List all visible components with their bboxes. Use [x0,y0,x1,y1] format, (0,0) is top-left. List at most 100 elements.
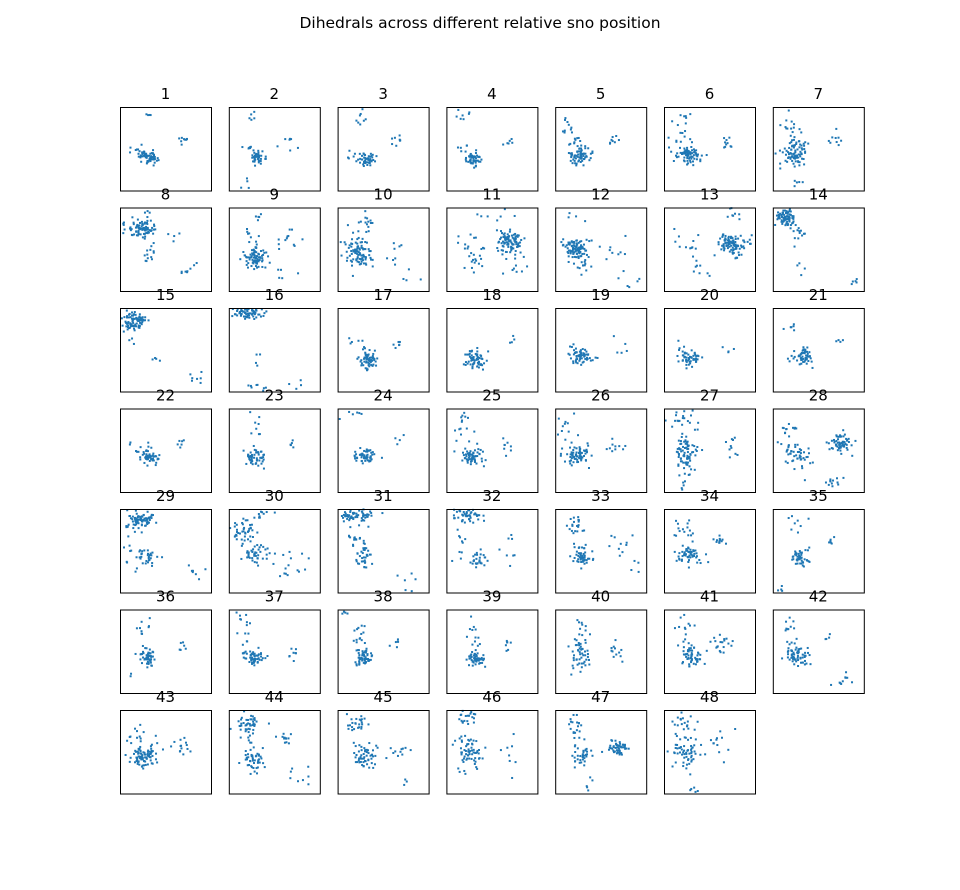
data-point [582,353,585,356]
data-point [712,742,715,745]
data-point [244,532,247,535]
data-point [255,767,258,770]
data-point [585,238,588,241]
data-point [573,766,576,769]
data-point [478,361,481,364]
data-point [256,459,259,462]
data-point [575,553,578,556]
data-point [346,224,349,227]
data-point [140,517,143,520]
data-point [251,455,254,458]
data-point [150,256,153,259]
data-point [241,643,244,646]
data-point [351,729,354,732]
data-point [352,249,355,252]
data-point [683,613,686,616]
data-point [143,226,146,229]
data-point [150,514,153,517]
data-point [576,721,579,724]
data-point [257,453,260,456]
data-point [357,230,360,233]
data-point [730,446,733,449]
data-point [146,450,149,453]
data-point [686,148,689,151]
data-point [786,212,789,215]
data-point [689,113,692,116]
data-point [240,716,243,719]
data-point [300,384,303,387]
subplot-frame [337,107,430,192]
data-point [560,241,563,244]
data-point [135,325,138,328]
data-point [608,545,611,548]
data-point [727,350,730,353]
data-point [180,747,183,750]
data-point [718,751,721,754]
subplot-title: 42 [809,588,828,606]
data-point [343,511,346,514]
data-point [571,241,574,244]
data-point [580,149,583,152]
data-point [250,458,253,461]
data-point [363,455,366,458]
data-point [581,529,584,532]
subplot-frame [120,609,212,694]
data-point [610,739,613,742]
data-point [516,243,519,246]
data-point [247,736,250,739]
data-point [803,360,806,363]
data-point [792,555,795,558]
data-point [342,610,345,613]
data-point [582,352,585,355]
data-point [361,657,364,660]
data-point [307,557,310,560]
data-point [243,526,246,529]
data-point [787,653,790,656]
data-point [469,463,472,466]
data-point [676,451,679,454]
data-point [693,728,696,731]
data-point [581,623,584,626]
data-point [373,453,376,456]
data-point [476,365,479,368]
data-point [360,519,363,522]
data-point [144,456,147,459]
data-point [189,750,192,753]
data-point [259,250,262,253]
data-point [574,760,577,763]
data-point [134,509,137,512]
data-point [151,562,154,565]
data-point [249,461,252,464]
data-point [728,448,731,451]
data-point [364,162,367,165]
data-point [199,381,202,384]
data-point [580,240,583,243]
data-point [247,256,250,259]
data-point [805,662,808,665]
data-point [243,539,246,542]
data-point [802,357,805,360]
data-point [799,229,802,232]
data-point [290,442,293,445]
data-point [392,751,395,754]
data-point [369,456,372,459]
data-point [787,422,790,425]
data-point [694,454,697,457]
data-point [678,625,681,628]
data-point [582,552,585,555]
data-point [718,534,721,537]
data-point [793,642,796,645]
data-point [140,662,143,665]
data-point [364,547,367,550]
data-point [343,241,346,244]
data-point [239,310,242,313]
data-point [262,762,265,765]
data-point [801,234,804,237]
data-point [350,340,353,343]
data-point [154,356,157,359]
data-point [676,716,679,719]
data-point [261,259,264,262]
data-point [368,250,371,253]
data-point [791,215,794,218]
subplot-title: 32 [482,487,501,505]
